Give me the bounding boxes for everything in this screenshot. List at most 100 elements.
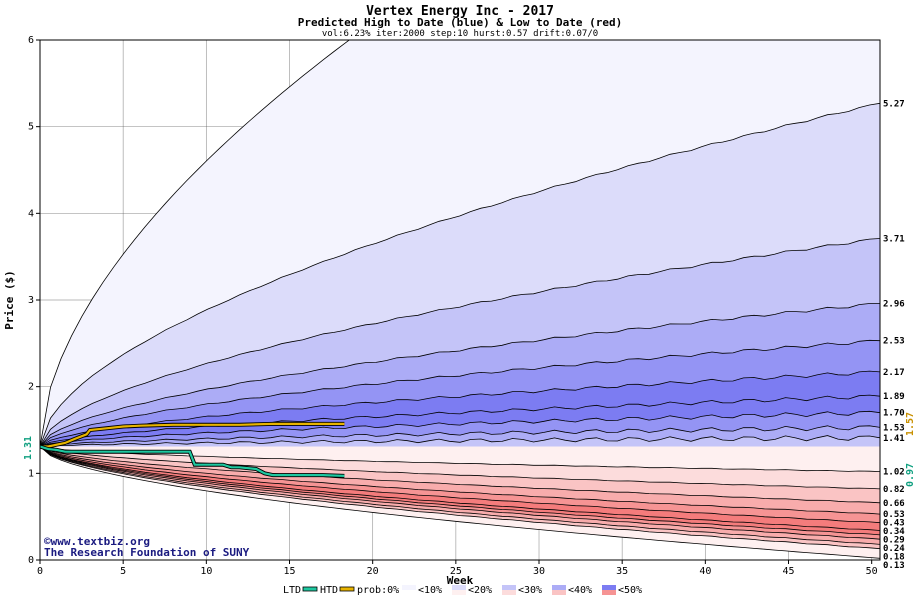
percentile-line [40, 446, 880, 531]
legend-band-label: <50% [618, 585, 642, 596]
upper-band [40, 340, 880, 447]
ltd-end-label: 0.97 [905, 463, 916, 487]
right-value-label: 1.02 [883, 468, 905, 478]
lower-band [40, 446, 880, 515]
legend-band-swatch [602, 585, 616, 590]
lower-band [40, 446, 880, 503]
right-labels: 5.27 3.71 2.96 2.53 2.17 1.89 1.70 1.531.41 1.02… [883, 99, 905, 571]
percentile-line [40, 102, 880, 447]
percentile-curves [40, 40, 880, 559]
right-value-label: 5.27 [883, 99, 905, 109]
right-value-label: 2.96 [883, 299, 905, 309]
y-tick-label: 4 [28, 208, 34, 219]
legend-band-swatch [502, 585, 516, 590]
upper-band [40, 425, 880, 447]
percentile-line [40, 446, 880, 559]
right-value-label: 1.70 [883, 409, 905, 419]
percentile-line [40, 446, 880, 504]
y-tick-label: 6 [28, 35, 34, 46]
upper-band [40, 435, 880, 447]
legend-band-swatch [602, 590, 616, 595]
start-price-label: 1.31 [23, 436, 34, 460]
lower-band [40, 446, 880, 531]
x-tick-label: 45 [782, 566, 794, 577]
right-value-label: 3.71 [883, 234, 905, 244]
upper-band [40, 371, 880, 447]
legend-band-swatch [402, 590, 416, 595]
y-axis-label: Price ($) [3, 270, 16, 330]
right-value-label: 1.53 [883, 423, 905, 433]
legend-band-swatch [552, 590, 566, 595]
legend-ltd-swatch [302, 586, 318, 592]
upper-band [40, 103, 880, 447]
x-tick-label: 10 [200, 566, 212, 577]
upper-band [40, 238, 880, 447]
right-value-label: 0.43 [883, 519, 905, 529]
lower-band [40, 446, 880, 472]
percentile-line [40, 446, 880, 472]
y-tick-label: 0 [28, 555, 34, 566]
lower-band [40, 446, 880, 535]
right-value-label: 0.53 [883, 510, 905, 520]
upper-band [40, 40, 880, 447]
right-value-label: 0.82 [883, 485, 905, 495]
watermark-line-2: The Research Foundation of SUNY [44, 546, 250, 559]
legend-band-label: <30% [518, 585, 542, 596]
lower-band [40, 446, 880, 489]
x-axis-label: Week [447, 574, 474, 587]
legend-band-swatch [402, 585, 416, 590]
x-tick-label: 5 [120, 566, 126, 577]
chart-title: Vertex Energy Inc - 2017 [366, 4, 554, 19]
right-value-label: 1.89 [883, 392, 905, 402]
right-value-label: 0.24 [883, 544, 905, 554]
x-tick-label: 35 [616, 566, 628, 577]
percentile-line [40, 446, 880, 524]
data-series [40, 421, 345, 478]
y-tick-label: 1 [28, 468, 34, 479]
upper-band [40, 411, 880, 447]
x-tick-label: 40 [699, 566, 711, 577]
right-value-label: 2.53 [883, 337, 905, 347]
percentile-line [40, 410, 880, 447]
legend-band-swatch [452, 590, 466, 595]
upper-band [40, 395, 880, 447]
legend-prob-label: prob:0% [357, 585, 399, 596]
percentile-line [40, 446, 880, 540]
right-value-label: 1.41 [883, 434, 905, 444]
right-value-label: 0.66 [883, 499, 905, 509]
x-tick-label: 50 [866, 566, 878, 577]
percentile-line [40, 446, 880, 515]
chart-subtitle: Predicted High to Date (blue) & Low to D… [298, 16, 623, 29]
x-tick-label: 0 [37, 566, 43, 577]
percentile-line [40, 370, 880, 447]
ltd-series-line [40, 445, 345, 477]
htd-end-label: 1.57 [905, 412, 916, 436]
percentile-line [40, 446, 880, 545]
watermark-line-1: ©www.textbiz.org [44, 535, 150, 548]
percentile-line [40, 40, 350, 447]
legend-htd-label: HTD [320, 585, 338, 596]
percentile-line [40, 238, 880, 447]
lower-band [40, 446, 880, 559]
right-value-label: 0.13 [883, 561, 905, 571]
legend-band-label: <40% [568, 585, 592, 596]
percentile-line [40, 446, 880, 550]
right-value-label: 2.17 [883, 368, 905, 378]
right-value-label: 0.18 [883, 553, 905, 563]
legend-band-swatch [502, 590, 516, 595]
right-value-label: 0.29 [883, 536, 905, 546]
legend-band-label: <20% [468, 585, 492, 596]
percentile-line [40, 446, 880, 536]
legend-band-label: <10% [418, 585, 442, 596]
y-tick-label: 3 [28, 295, 34, 306]
percentile-line [40, 339, 880, 447]
y-tick-label: 2 [28, 382, 34, 393]
htd-series-line [40, 422, 345, 448]
upper-band [40, 303, 880, 447]
percentile-line [40, 394, 880, 447]
y-tick-label: 5 [28, 122, 34, 133]
chart-params: vol:6.23% iter:2000 step:10 hurst:0.57 d… [322, 29, 598, 39]
percentile-line [40, 303, 880, 447]
